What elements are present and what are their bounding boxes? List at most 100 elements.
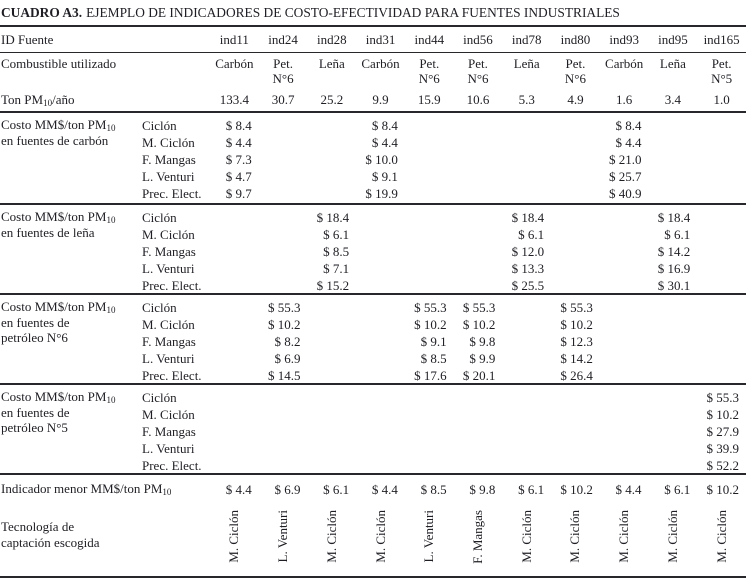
cost-value <box>307 151 356 168</box>
ton-value: 25.2 <box>320 92 344 107</box>
fuel-line: Carbón <box>215 56 254 71</box>
cost-value: $ 13.3 <box>511 261 545 276</box>
ton-value: 133.4 <box>219 92 249 107</box>
header-fuel-row: Combustible utilizado Carbón Pet. N°6 Leña C… <box>0 53 746 89</box>
indicator-value: $ 6.1 <box>664 481 691 497</box>
subscript: 10 <box>106 395 116 405</box>
cost-value <box>551 168 600 185</box>
section-label-line: Costo MM$/ton PM10 <box>1 117 142 133</box>
fuel-cell: Pet. N°5 <box>697 56 746 89</box>
cost-value <box>551 260 600 277</box>
cost-value: $ 30.1 <box>657 278 691 293</box>
cost-value: $ 18.4 <box>316 210 350 225</box>
technology-cell: M. Ciclón <box>502 503 551 576</box>
cost-value <box>649 389 698 406</box>
technology-value: M. Ciclón <box>664 510 680 563</box>
cost-value <box>600 389 649 406</box>
cost-value <box>210 316 259 333</box>
technology-cell: M. Ciclón <box>551 503 600 576</box>
table-title-text: EJEMPLO DE INDICADORES DE COSTO-EFECTIVI… <box>86 5 620 20</box>
column-header: ind78 <box>511 31 542 47</box>
cost-value <box>600 333 649 350</box>
cost-value <box>600 350 649 367</box>
cost-value: $ 10.2 <box>560 317 593 332</box>
cost-value: $ 15.2 <box>316 278 350 293</box>
cost-section-0: Costo MM$/ton PM10 en fuentes de carbón Ci… <box>0 113 746 205</box>
cost-value <box>356 440 405 457</box>
technology-value: L. Venturi <box>275 510 291 563</box>
cost-value <box>210 333 259 350</box>
cost-section-2: Costo MM$/ton PM10 en fuentes de petróleo … <box>0 295 746 385</box>
cost-value: $ 10.2 <box>462 317 496 332</box>
cost-value <box>649 299 698 316</box>
cost-value: $ 16.9 <box>657 261 691 276</box>
cost-value <box>551 134 600 151</box>
cost-value: $ 10.2 <box>267 317 301 332</box>
ton-value: 10.6 <box>466 92 490 107</box>
cost-value <box>307 333 356 350</box>
cost-value <box>454 185 503 202</box>
ton-pm10-label: Ton PM10/año <box>0 92 210 108</box>
fuel-cell: Pet. N°6 <box>259 56 308 89</box>
cost-value <box>454 226 503 243</box>
cost-value <box>210 367 259 384</box>
fuel-line: Leña <box>318 56 345 71</box>
cost-value <box>259 185 308 202</box>
tech-name: M. Ciclón <box>142 317 195 332</box>
cost-value <box>454 168 503 185</box>
technology-cell: L. Venturi <box>259 503 308 576</box>
cost-value <box>259 389 308 406</box>
cost-value <box>259 260 308 277</box>
subscript: 10 <box>43 98 53 108</box>
column-header: ind24 <box>268 31 298 47</box>
subscript: 10 <box>106 123 116 133</box>
column-header: ind28 <box>317 31 347 47</box>
cost-value <box>649 117 698 134</box>
cost-value: $ 4.4 <box>225 135 252 150</box>
indicator-value: $ 6.1 <box>518 481 545 497</box>
tech-name: F. Mangas <box>142 424 196 439</box>
column-header: ind44 <box>414 31 445 47</box>
cost-value: $ 25.5 <box>511 278 545 293</box>
cost-value <box>600 406 649 423</box>
cost-value <box>454 406 503 423</box>
cost-value: $ 21.0 <box>609 152 642 167</box>
cost-value <box>502 151 551 168</box>
cost-value <box>405 457 454 474</box>
cost-value <box>649 423 698 440</box>
cost-value <box>649 333 698 350</box>
cost-value <box>600 367 649 384</box>
tech-name: Ciclón <box>142 390 177 405</box>
cost-value <box>649 406 698 423</box>
cost-value: $ 55.3 <box>560 300 593 315</box>
cost-value <box>649 440 698 457</box>
ton-value: 5.3 <box>518 92 535 107</box>
tech-name: Prec. Elect. <box>142 368 202 383</box>
cost-value <box>502 299 551 316</box>
subscript: 10 <box>106 305 116 315</box>
cost-value: $ 4.7 <box>225 169 252 184</box>
cost-value <box>502 168 551 185</box>
technology-cell: M. Ciclón <box>697 503 746 576</box>
tech-name: Ciclón <box>142 210 177 225</box>
cost-value <box>502 457 551 474</box>
cost-value <box>600 209 649 226</box>
cost-sections: Costo MM$/ton PM10 en fuentes de carbón Ci… <box>0 113 746 475</box>
cost-value <box>356 209 405 226</box>
cost-section-3: Costo MM$/ton PM10 en fuentes de petróleo … <box>0 385 746 475</box>
cost-value: $ 18.4 <box>657 210 691 225</box>
section-label: Costo MM$/ton PM10 en fuentes de petróleo … <box>0 299 142 384</box>
fuel-line: N°6 <box>418 71 440 86</box>
cost-value <box>502 333 551 350</box>
fuel-line: Pet. <box>419 56 440 71</box>
cost-value <box>307 406 356 423</box>
cost-value: $ 20.1 <box>462 368 496 383</box>
cost-value <box>502 367 551 384</box>
cost-value <box>210 226 259 243</box>
cost-value <box>454 151 503 168</box>
cost-value <box>405 151 454 168</box>
cost-value: $ 14.2 <box>657 244 691 259</box>
cost-value <box>307 423 356 440</box>
cost-value <box>697 151 746 168</box>
